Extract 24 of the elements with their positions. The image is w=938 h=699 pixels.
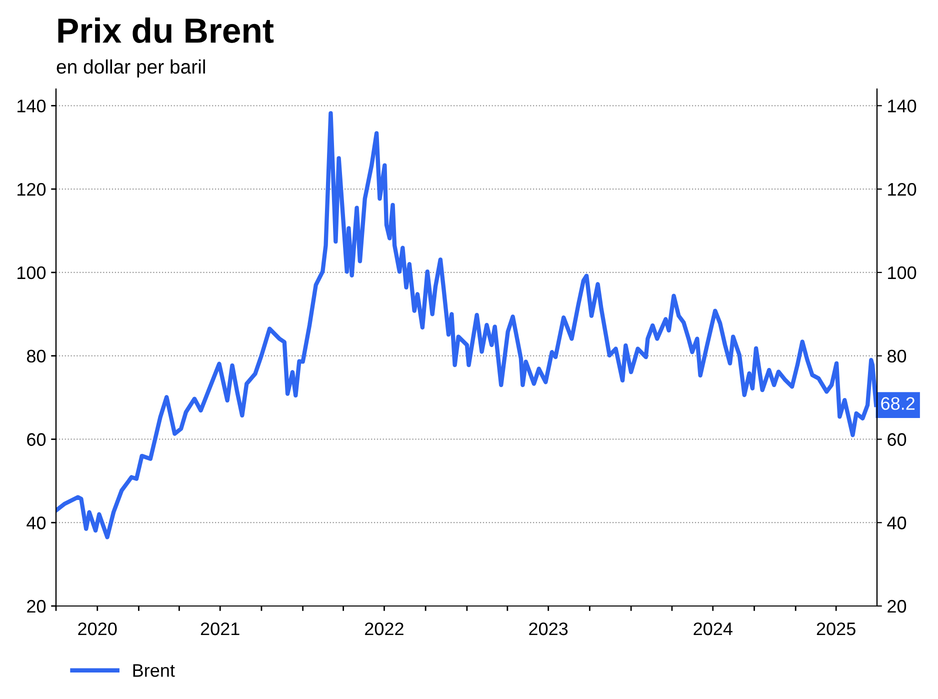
- y2-tick-label: 40: [887, 516, 906, 530]
- legend-label: Brent: [133, 664, 175, 677]
- chart-subtitle: en dollar per baril: [56, 59, 205, 78]
- y2-tick-label: 120: [888, 183, 916, 196]
- x-tick-label: 2024: [694, 622, 732, 636]
- y-tick-label: 140: [18, 100, 46, 112]
- x-tick-label: 2022: [365, 622, 404, 636]
- y-tick-label: 60: [27, 433, 46, 446]
- y-tick-label: 120: [18, 183, 46, 196]
- y2-tick-label: 140: [888, 100, 916, 112]
- y2-tick-label: 20: [888, 600, 906, 613]
- y-tick-label: 80: [26, 350, 46, 363]
- x-tick-label: 2020: [78, 622, 117, 636]
- x-tick-label: 2023: [529, 622, 568, 636]
- y-tick-label: 20: [27, 600, 46, 613]
- y-tick-label: 40: [26, 516, 46, 530]
- y2-tick-label: 60: [888, 433, 906, 446]
- y2-tick-label: 100: [888, 266, 916, 280]
- x-tick-label: 2025: [816, 622, 856, 636]
- annotation: 68.2: [881, 397, 915, 410]
- y2-tick-label: 80: [888, 350, 906, 363]
- x-tick-label: 2021: [200, 622, 240, 636]
- chart-title: Prix du Brent: [58, 17, 274, 43]
- y-tick-label: 100: [18, 266, 46, 280]
